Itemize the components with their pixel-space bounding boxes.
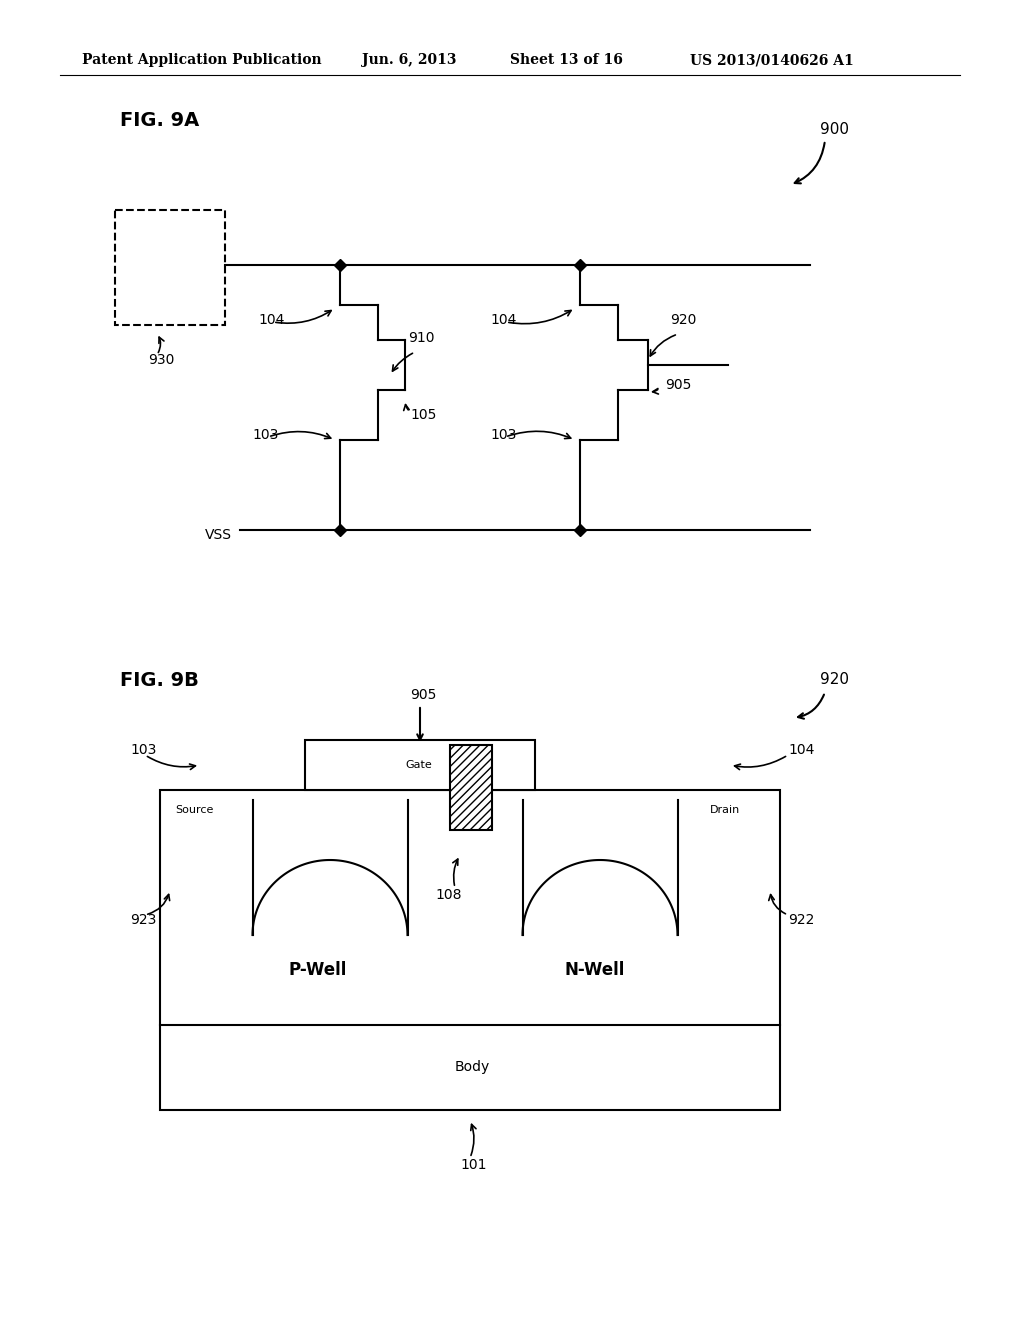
Text: P-Well: P-Well xyxy=(288,961,346,979)
Text: Source: Source xyxy=(175,805,213,814)
Text: Drain: Drain xyxy=(710,805,740,814)
Text: 922: 922 xyxy=(788,913,814,927)
Text: 920: 920 xyxy=(820,672,849,688)
Text: 930: 930 xyxy=(148,352,174,367)
Text: 905: 905 xyxy=(410,688,436,702)
Text: US 2013/0140626 A1: US 2013/0140626 A1 xyxy=(690,53,854,67)
Text: 105: 105 xyxy=(410,408,436,422)
Text: 103: 103 xyxy=(130,743,157,756)
Text: Sheet 13 of 16: Sheet 13 of 16 xyxy=(510,53,623,67)
Text: 108: 108 xyxy=(435,888,462,902)
Text: 900: 900 xyxy=(820,123,849,137)
Text: 104: 104 xyxy=(788,743,814,756)
Bar xyxy=(305,741,535,789)
Text: 910: 910 xyxy=(408,331,434,345)
Text: FIG. 9A: FIG. 9A xyxy=(120,111,200,129)
Text: 905: 905 xyxy=(665,378,691,392)
Text: VSS: VSS xyxy=(205,528,232,543)
Text: 101: 101 xyxy=(460,1158,486,1172)
Text: Gate: Gate xyxy=(406,760,432,770)
Text: 103: 103 xyxy=(252,428,279,442)
Bar xyxy=(160,789,780,1110)
Text: Patent Application Publication: Patent Application Publication xyxy=(82,53,322,67)
Text: N-Well: N-Well xyxy=(565,961,626,979)
Text: FIG. 9B: FIG. 9B xyxy=(120,671,199,689)
Text: 103: 103 xyxy=(490,428,516,442)
Text: 104: 104 xyxy=(258,313,285,327)
Bar xyxy=(115,210,225,325)
Text: Jun. 6, 2013: Jun. 6, 2013 xyxy=(362,53,457,67)
Bar xyxy=(450,744,492,830)
Text: 923: 923 xyxy=(130,913,157,927)
Text: Body: Body xyxy=(455,1060,490,1074)
Text: 920: 920 xyxy=(670,313,696,327)
Text: 104: 104 xyxy=(490,313,516,327)
